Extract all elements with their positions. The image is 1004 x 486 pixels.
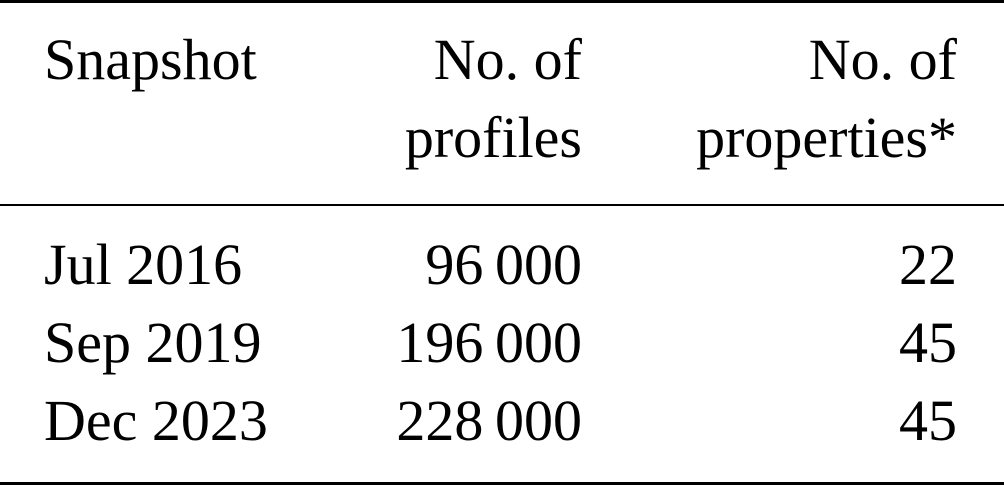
cell-properties: 22: [899, 232, 957, 297]
header-properties-line1: No. of: [808, 27, 957, 92]
cell-snapshot: Jul 2016: [44, 232, 243, 297]
cell-profiles: 196 000: [396, 310, 582, 375]
bottom-rule: [0, 482, 1004, 485]
cell-properties: 45: [899, 388, 957, 453]
cell-properties: 45: [899, 310, 957, 375]
mid-rule: [0, 204, 1004, 206]
header-snapshot: Snapshot: [44, 27, 257, 92]
header-properties-line2: properties*: [696, 105, 957, 170]
cell-snapshot: Sep 2019: [44, 310, 262, 375]
cell-snapshot: Dec 2023: [44, 388, 268, 453]
header-profiles-line2: profiles: [404, 105, 582, 170]
header-profiles-line1: No. of: [433, 27, 582, 92]
top-rule: [0, 0, 1004, 3]
cell-profiles: 96 000: [425, 232, 582, 297]
cell-profiles: 228 000: [396, 388, 582, 453]
